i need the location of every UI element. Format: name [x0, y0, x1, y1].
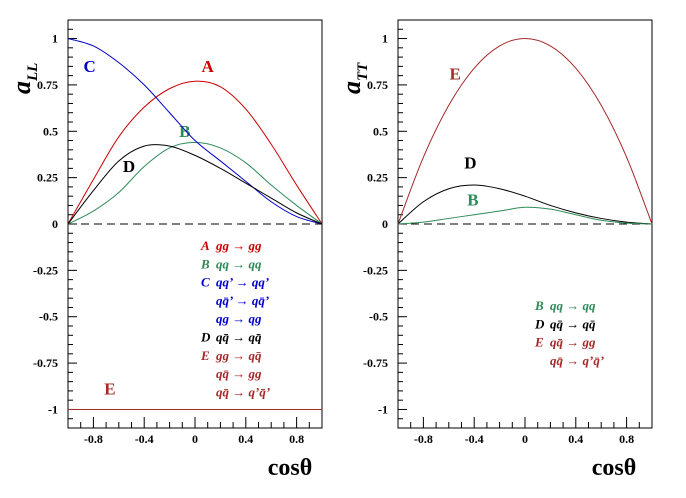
y-tick-label: 0.75 [367, 78, 388, 92]
series-label-e: E [104, 380, 115, 399]
series-label-d: D [464, 153, 476, 172]
series-label-c: C [83, 57, 95, 76]
legend-letter: B [200, 256, 210, 271]
y-axis-label-main: a [7, 81, 36, 94]
legend-letter: E [534, 335, 544, 350]
x-tick-label: 0 [192, 432, 198, 446]
y-tick-label: -0.5 [369, 310, 388, 324]
y-axis-label-sub: LL [25, 63, 41, 82]
y-tick-label: 0 [382, 217, 388, 231]
x-tick-label: 0.4 [568, 432, 583, 446]
y-tick-label: 0.25 [367, 171, 388, 185]
x-tick-label: 0 [522, 432, 528, 446]
legend-process: gg → gg [215, 238, 262, 253]
y-axis-label-main: a [337, 81, 366, 94]
y-tick-label: -0.75 [363, 356, 388, 370]
y-tick-label: 0.75 [37, 78, 58, 92]
x-tick-label: -0.8 [84, 432, 103, 446]
series-label-b: B [467, 190, 478, 209]
legend-letter: E [200, 348, 210, 363]
legend-process: qq → qq [550, 298, 596, 313]
y-tick-label: 0.5 [373, 124, 388, 138]
x-tick-label: 0.8 [289, 432, 304, 446]
legend-process: qq̄’ → qq̄’ [216, 293, 269, 308]
x-tick-label: 0.4 [238, 432, 253, 446]
y-tick-label: -0.5 [39, 310, 58, 324]
series-label-e: E [449, 64, 460, 83]
series-line-b [67, 141, 323, 225]
right-panel-aTT: -1 -0.75 -0.5 -0.25 0 0.25 0.5 0.75 1 -0.8 -0.4 0 0.… [337, 19, 653, 481]
legend-process: qq̄ → qq̄ [550, 316, 596, 331]
y-tick-label: -0.25 [363, 263, 388, 277]
x-tick-label: -0.4 [135, 432, 154, 446]
series-label-a: A [202, 57, 215, 76]
legend-letter: D [200, 330, 211, 345]
x-tick-label: -0.8 [414, 432, 433, 446]
legend-process: qq̄ → gg [216, 366, 262, 381]
y-axis-label-sub: TT [355, 62, 371, 81]
series-line-c [67, 38, 323, 225]
y-tick-label: 0.25 [37, 171, 58, 185]
legend-process: qq → qq [216, 256, 262, 271]
series-line-b [397, 206, 653, 225]
legend-process: gg → qq̄ [215, 348, 262, 363]
legend-process: qq̄ → gg [550, 335, 596, 350]
legend-letter: B [534, 298, 544, 313]
series-label-b: B [179, 122, 190, 141]
left-panel-aLL: -1 -0.75 -0.5 -0.25 0 0.25 0.5 0.75 1 -0.8 -0.4 0 0.… [7, 19, 323, 481]
y-tick-label: 0.5 [43, 124, 58, 138]
y-axis-label: aTT [337, 62, 371, 94]
legend-process: qq̄ → q’q̄’ [216, 384, 270, 399]
y-tick-label: 0 [52, 217, 58, 231]
x-tick-label: -0.4 [465, 432, 484, 446]
legend-letter: C [201, 275, 210, 290]
legend-process: qq’ → qq’ [216, 275, 269, 290]
series-line-a [67, 80, 323, 225]
y-tick-label: -1 [378, 402, 388, 416]
legend-letter: D [534, 316, 545, 331]
series-line-d [67, 144, 323, 225]
y-tick-label: -0.25 [33, 263, 58, 277]
series-line-d [397, 184, 653, 225]
y-tick-label: -1 [48, 402, 58, 416]
legend-process: qq̄ → qq̄ [216, 330, 262, 345]
y-tick-label: 1 [52, 32, 58, 46]
series-label-d: D [123, 157, 135, 176]
legend-process: qq̄ → q’q̄’ [550, 353, 604, 368]
x-axis-label: cosθ [268, 455, 313, 481]
x-tick-label: 0.8 [619, 432, 634, 446]
y-tick-label: 1 [382, 32, 388, 46]
y-tick-label: -0.75 [33, 356, 58, 370]
legend-process: qg → qg [216, 311, 262, 326]
x-axis-label: cosθ [592, 455, 637, 481]
y-axis-label: aLL [7, 63, 41, 94]
legend-letter: A [200, 238, 210, 253]
series-line-e [397, 38, 653, 225]
